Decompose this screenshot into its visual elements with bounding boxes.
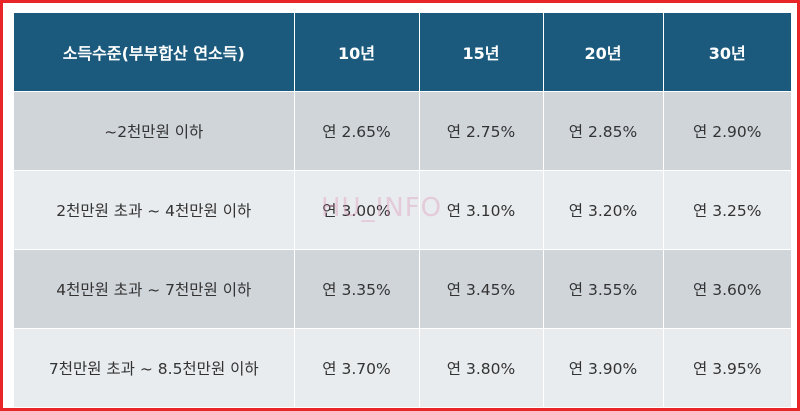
income-level-cell: ~2천만원 이하 xyxy=(14,91,295,171)
rate-cell: 연 2.90% xyxy=(663,91,791,171)
rate-cell: 연 3.80% xyxy=(419,328,544,407)
rate-cell: 연 2.85% xyxy=(543,91,664,171)
rate-cell: 연 3.00% xyxy=(294,170,420,250)
rate-cell: 연 2.65% xyxy=(294,91,420,171)
income-level-cell: 2천만원 초과 ~ 4천만원 이하 xyxy=(14,170,295,250)
rate-cell: 연 3.70% xyxy=(294,328,420,407)
rate-cell: 연 3.20% xyxy=(543,170,664,250)
table-row: 7천만원 초과 ~ 8.5천만원 이하 연 3.70% 연 3.80% 연 3.… xyxy=(14,328,791,407)
rate-cell: 연 3.55% xyxy=(543,249,664,329)
header-10-years: 10년 xyxy=(294,13,420,92)
rate-cell: 연 3.90% xyxy=(543,328,664,407)
rate-cell: 연 3.60% xyxy=(663,249,791,329)
income-level-cell: 4천만원 초과 ~ 7천만원 이하 xyxy=(14,249,295,329)
header-row: 소득수준(부부합산 연소득) 10년 15년 20년 30년 xyxy=(14,13,791,92)
rate-cell: 연 3.95% xyxy=(663,328,791,407)
table-row: 4천만원 초과 ~ 7천만원 이하 연 3.35% 연 3.45% 연 3.55… xyxy=(14,249,791,329)
header-income-level: 소득수준(부부합산 연소득) xyxy=(14,13,295,92)
interest-rate-table: 소득수준(부부합산 연소득) 10년 15년 20년 30년 ~2천만원 이하 … xyxy=(14,13,791,407)
header-20-years: 20년 xyxy=(543,13,664,92)
rate-cell: 연 3.25% xyxy=(663,170,791,250)
rate-cell: 연 3.45% xyxy=(419,249,544,329)
header-30-years: 30년 xyxy=(663,13,791,92)
table-row: ~2천만원 이하 연 2.65% 연 2.75% 연 2.85% 연 2.90% xyxy=(14,91,791,171)
rate-cell: 연 2.75% xyxy=(419,91,544,171)
header-15-years: 15년 xyxy=(419,13,544,92)
rate-cell: 연 3.10% xyxy=(419,170,544,250)
table-row: 2천만원 초과 ~ 4천만원 이하 연 3.00% 연 3.10% 연 3.20… xyxy=(14,170,791,250)
rate-cell: 연 3.35% xyxy=(294,249,420,329)
income-level-cell: 7천만원 초과 ~ 8.5천만원 이하 xyxy=(14,328,295,407)
